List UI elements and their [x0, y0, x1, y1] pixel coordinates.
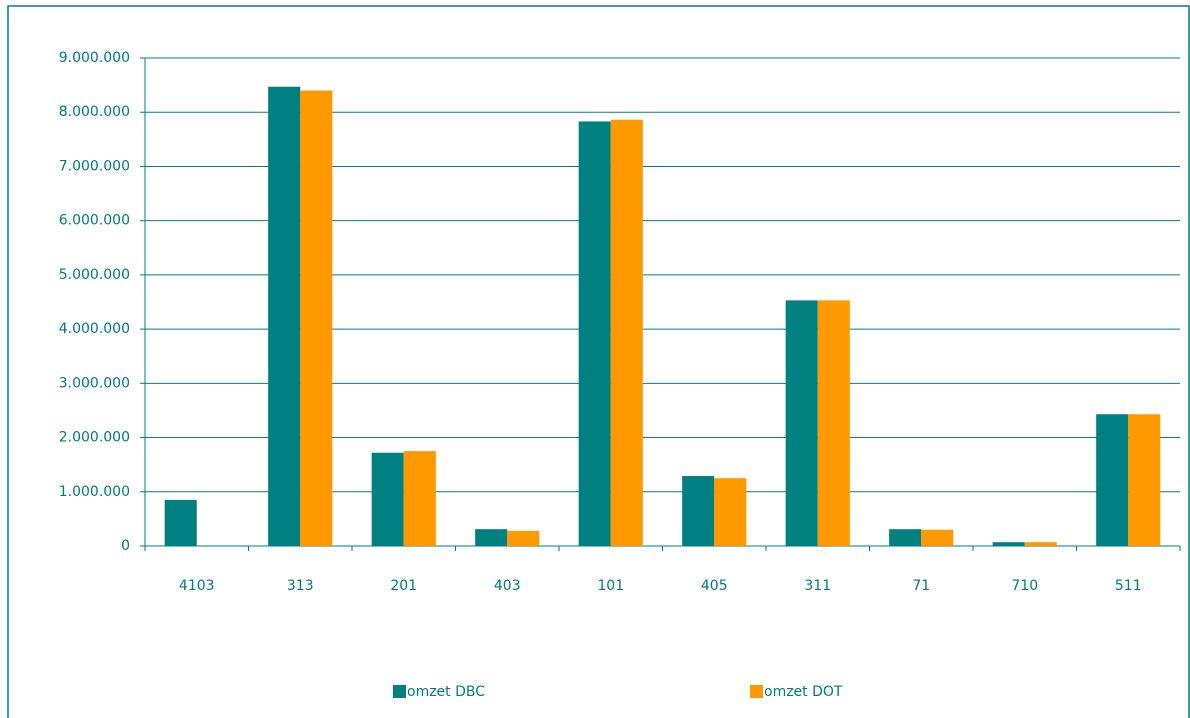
- legend-label: omzet DOT: [764, 684, 843, 700]
- x-tick-label: 101: [597, 578, 624, 594]
- x-tick-label: 511: [1115, 578, 1142, 594]
- bar: [610, 119, 643, 547]
- legend-label: omzet DBC: [407, 684, 485, 700]
- x-tick-label: 311: [804, 578, 831, 594]
- legend-swatch: [750, 685, 763, 698]
- bar: [785, 300, 818, 546]
- y-tick-label: 2.000.000: [59, 430, 130, 446]
- y-tick-label: 4.000.000: [59, 321, 130, 337]
- y-tick-label: 8.000.000: [59, 104, 130, 120]
- y-tick-label: 0: [121, 538, 130, 554]
- chart-border: [7, 5, 1190, 718]
- bar: [992, 542, 1025, 546]
- bar: [889, 529, 922, 546]
- bar: [578, 121, 611, 546]
- bar: [164, 499, 197, 546]
- bar: [921, 529, 954, 546]
- bar: [300, 90, 333, 547]
- bar: [475, 529, 508, 546]
- x-tick-label: 403: [494, 578, 521, 594]
- y-tick-label: 1.000.000: [59, 484, 130, 500]
- x-tick-label: 405: [701, 578, 728, 594]
- bar: [371, 452, 404, 546]
- x-tick-label: 4103: [179, 578, 215, 594]
- x-tick-label: 710: [1011, 578, 1038, 594]
- bar: [1128, 414, 1161, 546]
- y-tick-label: 6.000.000: [59, 213, 130, 229]
- x-tick-label: 313: [287, 578, 314, 594]
- bar: [1096, 414, 1129, 546]
- y-tick-label: 9.000.000: [59, 50, 130, 66]
- legend-swatch: [393, 685, 406, 698]
- bar: [1024, 542, 1057, 546]
- x-tick-label: 71: [912, 578, 930, 594]
- bar: [817, 300, 850, 546]
- bar: [682, 476, 715, 546]
- bar: [403, 451, 436, 546]
- bar: [507, 530, 540, 546]
- y-tick-label: 5.000.000: [59, 267, 130, 283]
- y-tick-label: 7.000.000: [59, 158, 130, 174]
- y-tick-label: 3.000.000: [59, 375, 130, 391]
- bar: [714, 478, 747, 546]
- x-tick-label: 201: [390, 578, 417, 594]
- bar: [268, 86, 301, 546]
